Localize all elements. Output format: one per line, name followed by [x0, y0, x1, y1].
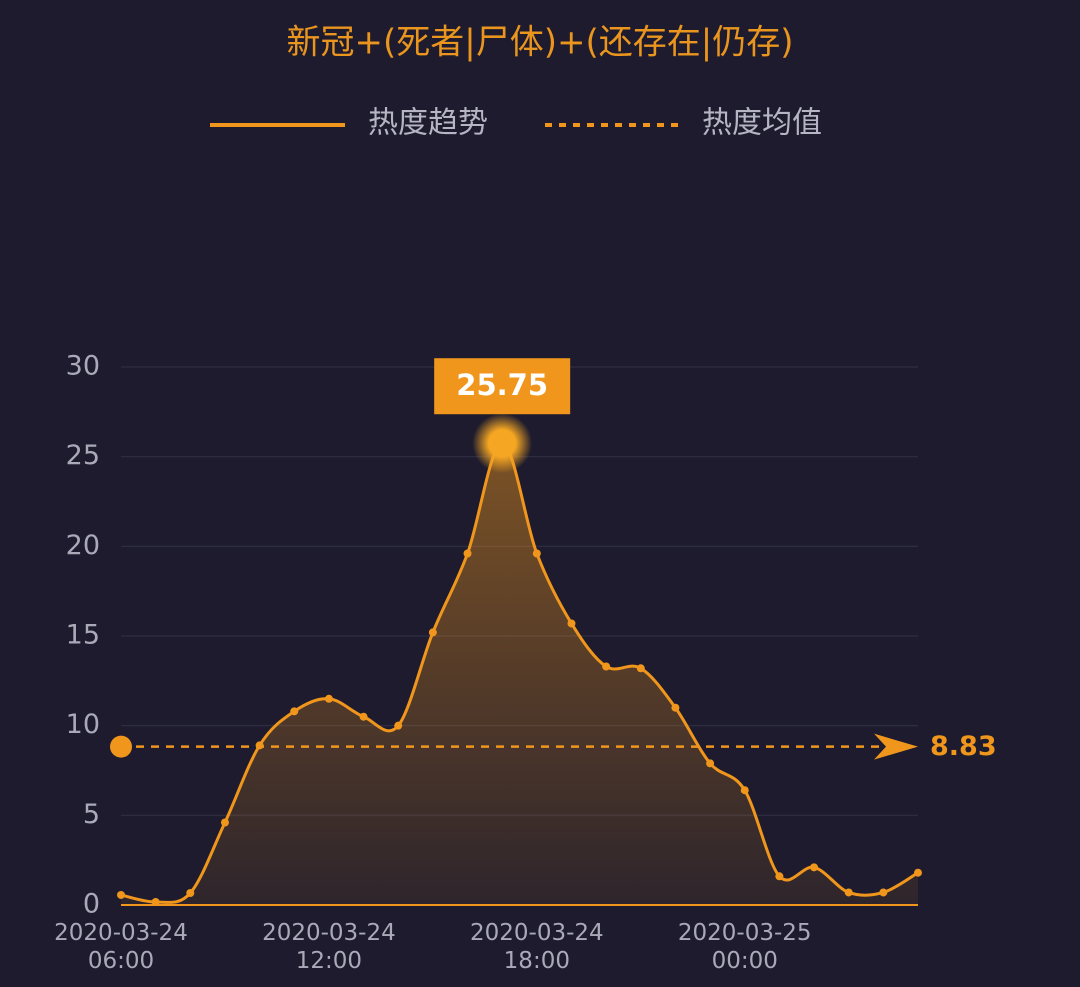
point [359, 712, 368, 721]
y-tick-label: 15 [66, 620, 100, 651]
chart-title: 新冠+(死者|尸体)+(还存在|仍存) [287, 23, 794, 63]
x-tick-label-line: 2020-03-24 [470, 920, 604, 946]
point [186, 888, 195, 897]
x-tick-label: 2020-03-25 00:00 [678, 920, 812, 974]
peak-label-box [434, 358, 571, 415]
legend-label: 热度均值 [702, 106, 822, 141]
x-tick-label: 2020-03-24 06:00 [54, 920, 188, 974]
point [532, 549, 541, 558]
x-tick-label-line: 00:00 [712, 948, 778, 974]
x-tick-label-line: 18:00 [504, 948, 570, 974]
y-tick-label: 20 [66, 530, 100, 561]
y-tick-label: 30 [66, 351, 100, 382]
area [121, 443, 918, 905]
point [117, 890, 125, 899]
legend-label: 热度趋势 [368, 106, 488, 141]
point [220, 818, 229, 827]
peak-label: 25.75 [456, 368, 548, 402]
y-tick-label: 10 [66, 709, 100, 740]
point [879, 888, 888, 897]
point [394, 721, 403, 730]
x-tick-label-line: 2020-03-25 [678, 920, 812, 946]
point [844, 888, 853, 897]
point [740, 786, 749, 795]
point [775, 872, 784, 881]
x-tick-label-line: 2020-03-24 [54, 920, 188, 946]
y-tick-label: 0 [83, 889, 100, 920]
point [636, 664, 645, 673]
point [290, 707, 299, 716]
point [810, 863, 819, 872]
point [255, 741, 264, 750]
point [671, 703, 680, 712]
point [463, 549, 472, 558]
point [151, 897, 160, 906]
y-tick-label: 25 [66, 440, 100, 471]
point [602, 662, 611, 671]
mean-arrow [874, 733, 918, 760]
point [567, 619, 576, 628]
point [706, 759, 715, 768]
x-tick-label-line: 2020-03-24 [262, 920, 396, 946]
mean-dot [110, 735, 132, 758]
x-tick-label: 2020-03-24 18:00 [470, 920, 604, 974]
peak-point [490, 431, 515, 456]
mean-label: 8.83 [930, 731, 997, 762]
point [914, 868, 922, 877]
point [324, 694, 333, 703]
x-tick-label-line: 12:00 [296, 948, 362, 974]
x-tick-label-line: 06:00 [88, 948, 154, 974]
x-tick-label: 2020-03-24 12:00 [262, 920, 396, 974]
point [428, 628, 437, 637]
y-tick-label: 5 [83, 799, 100, 830]
